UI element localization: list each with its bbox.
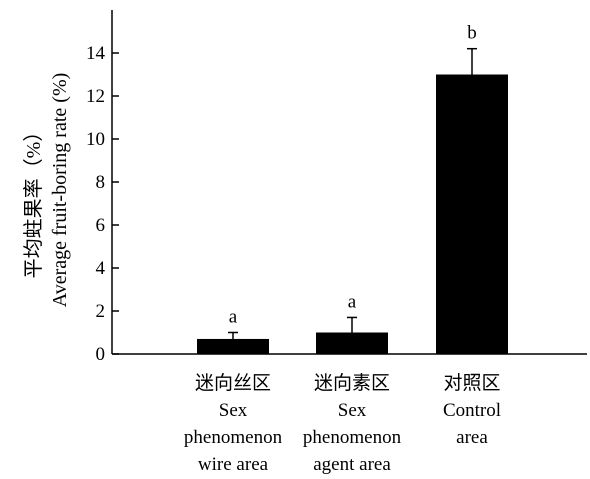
plot-area: 0 2 4 6 8 10 12 14 a 迷向丝区 Sex phenomenon wire area a 迷… <box>86 10 587 475</box>
category-label: agent area <box>313 454 391 475</box>
y-tick-label: 0 <box>96 344 106 365</box>
category-label: 迷向素区 <box>314 372 390 394</box>
significance-label: a <box>229 307 238 328</box>
category-label: phenomenon <box>184 427 283 448</box>
y-axis-title-line-2: Average fruit-boring rate (%) <box>49 73 71 308</box>
y-tick-label: 8 <box>96 172 106 193</box>
bar <box>316 332 388 354</box>
category-label: 迷向丝区 <box>195 372 271 394</box>
y-tick-label: 10 <box>86 129 105 150</box>
y-tick-label: 14 <box>86 43 106 64</box>
significance-label: b <box>467 23 477 44</box>
category-label: Sex <box>338 400 367 421</box>
y-tick-label: 2 <box>96 301 106 322</box>
y-axis-title-line-1: 平均蛀果率（%） <box>22 122 45 279</box>
category-label: Control <box>443 400 501 421</box>
category-label: wire area <box>198 454 269 475</box>
y-tick-label: 6 <box>96 215 106 236</box>
y-tick-label: 12 <box>86 86 105 107</box>
bar <box>197 338 269 354</box>
bar <box>436 74 508 354</box>
y-axis-title: 平均蛀果率（%） Average fruit-boring rate (%) <box>22 73 71 308</box>
y-tick-label: 4 <box>96 258 106 279</box>
category-label: 对照区 <box>443 372 500 394</box>
significance-label: a <box>348 291 357 312</box>
category-label: phenomenon <box>303 427 402 448</box>
category-label: area <box>456 427 488 448</box>
category-label: Sex <box>219 400 248 421</box>
